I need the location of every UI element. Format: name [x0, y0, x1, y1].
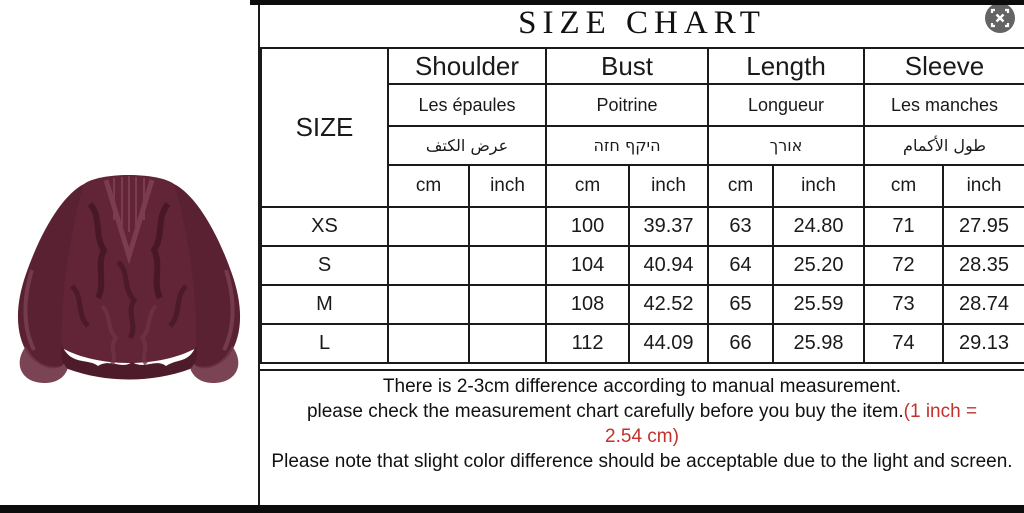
- col-header-length-he: אורך: [707, 125, 866, 166]
- cell-length-inch: 25.20: [772, 245, 866, 286]
- scan-search-button[interactable]: [984, 2, 1016, 34]
- top-border-bar: [250, 0, 1024, 5]
- cell-length-cm: 63: [707, 206, 775, 247]
- cell-length-inch: 25.59: [772, 284, 866, 325]
- size-table: SIZE Shoulder Bust Length Sleeve Les épa…: [260, 47, 1024, 364]
- cell-shoulder-cm: [387, 323, 470, 364]
- unit-cm: cm: [545, 164, 631, 208]
- cell-length-inch: 24.80: [772, 206, 866, 247]
- cell-shoulder-inch: [467, 323, 548, 364]
- cell-sleeve-cm: 74: [863, 323, 945, 364]
- unit-cm: cm: [863, 164, 945, 208]
- col-header-sleeve-ar: طول الأكمام: [863, 125, 1024, 166]
- cell-bust-inch: 42.52: [628, 284, 710, 325]
- scan-search-icon: [985, 3, 1015, 33]
- cell-shoulder-inch: [467, 245, 548, 286]
- table-row-s: S 104 40.94 64 25.20 72 28.35: [260, 245, 1024, 286]
- cell-bust-cm: 104: [545, 245, 631, 286]
- cell-sleeve-inch: 27.95: [942, 206, 1024, 247]
- cell-bust-cm: 100: [545, 206, 631, 247]
- cell-length-cm: 66: [707, 323, 775, 364]
- col-header-bust-fr: Poitrine: [545, 83, 710, 127]
- note-line-2-black: please check the measurement chart caref…: [306, 401, 904, 422]
- col-header-sleeve-fr: Les manches: [863, 83, 1024, 127]
- cell-bust-inch: 44.09: [628, 323, 710, 364]
- cell-sleeve-inch: 28.35: [942, 245, 1024, 286]
- size-cell: XS: [260, 206, 389, 247]
- col-header-shoulder-ar: عرض الكتف: [386, 125, 548, 166]
- cell-length-cm: 64: [707, 245, 775, 286]
- cell-shoulder-cm: [387, 245, 470, 286]
- cell-shoulder-inch: [467, 206, 548, 247]
- cell-sleeve-cm: 72: [863, 245, 945, 286]
- col-header-shoulder-fr: Les épaules: [386, 83, 548, 127]
- header-row-english: SIZE Shoulder Bust Length Sleeve: [260, 47, 1024, 208]
- cell-bust-cm: 112: [545, 323, 631, 364]
- cell-bust-cm: 108: [545, 284, 631, 325]
- size-cell: L: [260, 323, 389, 364]
- size-cell: S: [260, 245, 389, 286]
- header-row-units: cm inch cm inch cm inch cm inch: [261, 164, 1024, 208]
- table-row-xs: XS 100 39.37 63 24.80 71 27.95: [260, 206, 1024, 247]
- col-header-sleeve: Sleeve: [863, 47, 1024, 85]
- cell-shoulder-cm: [387, 206, 470, 247]
- cell-shoulder-inch: [467, 284, 548, 325]
- page-title: SIZE CHART: [518, 5, 766, 41]
- cell-sleeve-cm: 73: [863, 284, 945, 325]
- cell-sleeve-inch: 28.74: [942, 284, 1024, 325]
- product-panel: [0, 0, 258, 505]
- cell-length-inch: 25.98: [772, 323, 866, 364]
- unit-inch: inch: [772, 164, 866, 208]
- unit-cm: cm: [387, 164, 470, 208]
- note-line-3-red: 2.54 cm): [605, 426, 679, 447]
- cell-sleeve-inch: 29.13: [942, 323, 1024, 364]
- size-header-cell: SIZE: [260, 47, 389, 208]
- cell-shoulder-cm: [387, 284, 470, 325]
- header-row-local: عرض الكتف היקף חזה אורך طول الأكمام: [261, 125, 1024, 166]
- chart-panel: SIZE CHART SIZE Shoulder Bust Length: [258, 0, 1024, 505]
- col-header-bust: Bust: [545, 47, 710, 85]
- unit-inch: inch: [942, 164, 1024, 208]
- title-band: SIZE CHART: [260, 0, 1024, 47]
- cell-sleeve-cm: 71: [863, 206, 945, 247]
- col-header-length-fr: Longueur: [707, 83, 866, 127]
- unit-inch: inch: [628, 164, 710, 208]
- note-line-4: Please note that slight color difference…: [271, 451, 1013, 472]
- cell-bust-inch: 40.94: [628, 245, 710, 286]
- table-row-m: M 108 42.52 65 25.59 73 28.74: [260, 284, 1024, 325]
- note-line-2-red: (1 inch =: [903, 401, 978, 422]
- table-row-l: L 112 44.09 66 25.98 74 29.13: [260, 323, 1024, 364]
- product-photo-blouse: [17, 175, 241, 384]
- cell-length-cm: 65: [707, 284, 775, 325]
- unit-cm: cm: [707, 164, 775, 208]
- note-line-1: There is 2-3cm difference according to m…: [382, 376, 902, 397]
- col-header-bust-he: היקף חזה: [545, 125, 710, 166]
- cell-bust-inch: 39.37: [628, 206, 710, 247]
- col-header-length: Length: [707, 47, 866, 85]
- measurement-notes: There is 2-3cm difference according to m…: [260, 369, 1024, 505]
- header-row-french: Les épaules Poitrine Longueur Les manche…: [261, 83, 1024, 127]
- bottom-border-bar: [0, 505, 1024, 513]
- size-cell: M: [260, 284, 389, 325]
- note-line-2: please check the measurement chart caref…: [260, 399, 1024, 424]
- col-header-shoulder: Shoulder: [386, 47, 548, 85]
- unit-inch: inch: [467, 164, 548, 208]
